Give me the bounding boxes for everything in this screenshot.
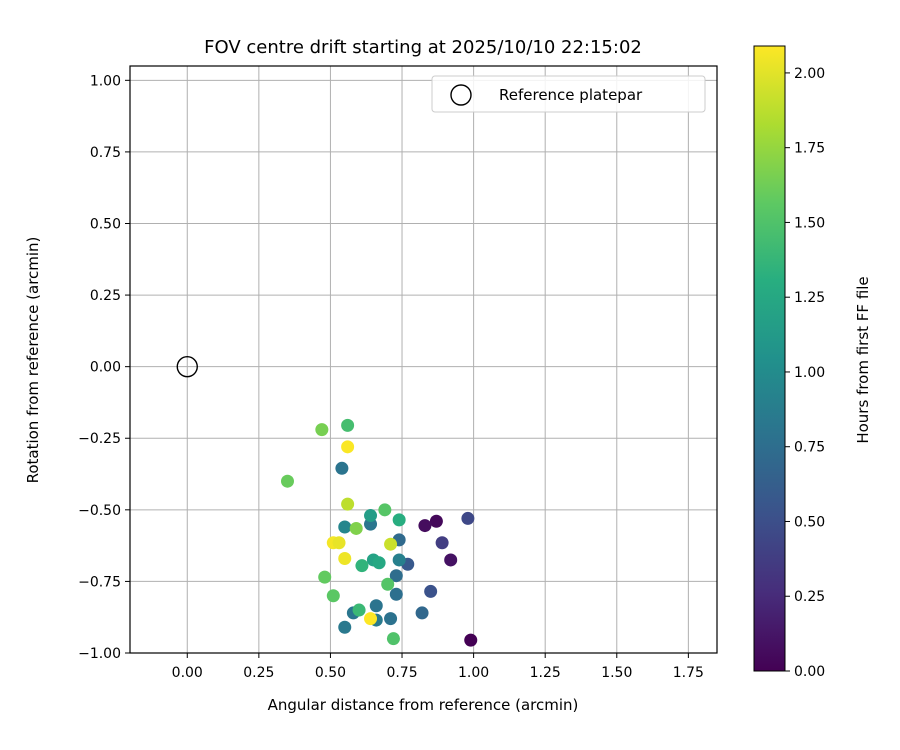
y-tick-label: −0.50 [78,503,121,519]
data-point [389,587,403,601]
colorbar-tick-label: 0.00 [794,664,825,680]
data-point [372,556,386,570]
colorbar-tick-label: 1.25 [794,290,825,306]
data-point [384,537,398,551]
y-tick-label: −0.25 [78,431,121,447]
chart-title: FOV centre drift starting at 2025/10/10 … [204,37,642,58]
colorbar-tick-label: 1.50 [794,215,825,231]
colorbar-label: Hours from first FF file [854,276,872,443]
data-point [338,552,352,566]
data-point [318,570,332,584]
colorbar-tick-label: 0.75 [794,440,825,456]
data-point [378,503,392,517]
colorbar-tick-label: 0.25 [794,589,825,605]
y-tick-label: 0.00 [90,360,121,376]
colorbar-tick-label: 1.00 [794,365,825,381]
data-point [352,603,366,617]
data-point [341,440,355,454]
data-point [464,633,478,647]
data-point [392,553,406,567]
data-point [338,520,352,534]
x-tick-label: 1.00 [458,665,489,681]
data-point [461,511,475,525]
plot-frame [129,65,718,654]
data-point [341,418,355,432]
x-tick-label: 0.00 [172,665,203,681]
legend-label: Reference platepar [499,86,643,104]
data-point [364,509,378,523]
reference-platepar-marker [176,355,198,378]
data-point [429,514,443,528]
y-tick-label: 0.25 [90,288,121,304]
y-axis-label: Rotation from reference (arcmin) [24,237,42,484]
legend-box [431,75,706,113]
data-point [424,584,438,598]
data-point [381,577,395,591]
y-tick-label: 0.50 [90,216,121,232]
data-point [355,559,369,573]
colorbar-tick-label: 0.50 [794,514,825,530]
data-point [326,589,340,603]
x-tick-label: 0.50 [315,665,346,681]
data-point [280,474,294,488]
legend: Reference platepar [431,75,706,113]
data-point [384,612,398,626]
x-tick-label: 0.75 [386,665,417,681]
data-point [386,632,400,646]
colorbar-tick-label: 1.75 [794,141,825,157]
scatter-points [176,355,478,647]
grid [130,66,717,654]
y-tick-label: −1.00 [78,646,121,662]
colorbar [753,45,786,672]
data-point [335,461,349,475]
y-tick-label: −0.75 [78,574,121,590]
x-tick-label: 1.75 [673,665,704,681]
data-point [415,606,429,620]
data-point [369,599,383,613]
x-tick-label: 1.25 [530,665,561,681]
data-point [349,521,363,535]
y-axis-ticks: 1.00 0.75 0.50 0.25 0.00 −0.25 −0.50 −0.75 −1.00 [78,73,130,662]
data-point [392,513,406,527]
legend-marker [450,84,472,106]
y-tick-label: 0.75 [90,145,121,161]
data-point [332,536,346,550]
data-point [418,519,432,533]
data-point [338,620,352,634]
data-point [444,553,458,567]
y-tick-label: 1.00 [90,73,121,89]
data-point [341,497,355,511]
x-tick-label: 0.25 [243,665,274,681]
data-point [364,612,378,626]
colorbar-tick-label: 2.00 [794,66,825,82]
data-point [315,423,329,437]
x-axis-label: Angular distance from reference (arcmin) [268,696,579,714]
x-tick-label: 1.50 [601,665,632,681]
data-point [435,536,449,550]
data-point [389,569,403,583]
x-axis-ticks: 0.00 0.25 0.50 0.75 1.00 1.25 1.50 1.75 [172,653,704,681]
colorbar-ticks: 0.00 0.25 0.50 0.75 1.00 1.25 1.50 1.75 2.00 [785,66,825,680]
